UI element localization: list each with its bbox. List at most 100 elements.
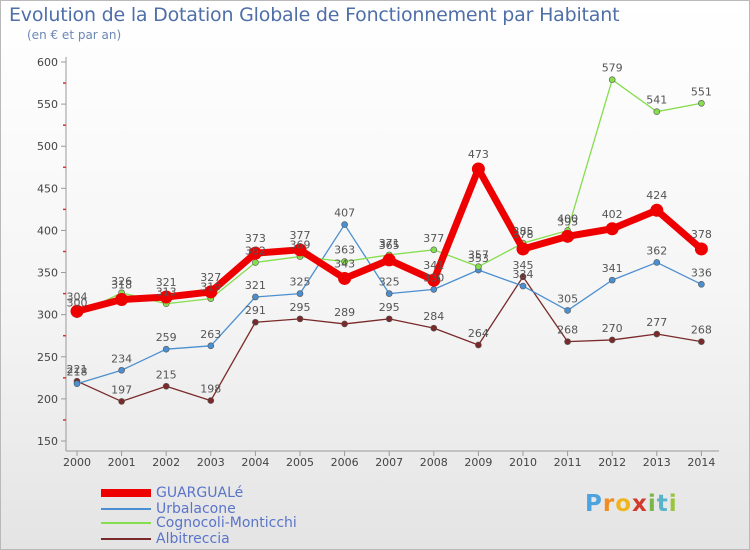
data-label: 289: [334, 306, 355, 319]
legend-entry-urbalacone: Urbalacone: [101, 501, 236, 517]
data-label: 234: [111, 352, 132, 365]
data-point: [162, 382, 170, 390]
legend-swatch: [101, 489, 151, 497]
legend-swatch: [101, 508, 151, 510]
x-tick-label: 2011: [554, 456, 582, 469]
proxiti-logo: Proxiti: [585, 491, 678, 517]
data-label: 378: [513, 228, 534, 241]
logo-letter: i: [647, 491, 657, 517]
y-tick-label: 200: [37, 393, 58, 406]
data-label: 579: [602, 62, 623, 75]
data-label: 343: [334, 257, 355, 270]
data-point: [385, 315, 393, 323]
logo-letter: x: [632, 491, 648, 517]
data-point: [564, 338, 571, 345]
data-point: [252, 293, 259, 301]
x-tick-label: 2010: [509, 456, 537, 469]
data-point: [207, 397, 215, 404]
data-point: [385, 290, 393, 297]
data-label: 334: [513, 268, 534, 281]
data-label: 365: [379, 239, 400, 252]
data-point: [471, 162, 485, 176]
data-label: 197: [111, 383, 132, 396]
data-point: [653, 330, 661, 338]
legend-entry-guarguale: GUARGUALé: [101, 485, 243, 501]
data-point: [252, 318, 259, 326]
data-point: [207, 342, 215, 350]
chart-data-labels: 221 197 215 198 291 295 289 295 284 264 345 268 270 2…: [67, 62, 712, 397]
y-tick-label: 600: [37, 56, 58, 69]
data-label: 473: [468, 148, 489, 161]
data-label: 362: [646, 244, 667, 257]
data-point: [430, 324, 438, 332]
data-label: 215: [156, 368, 177, 381]
data-label: 295: [290, 301, 311, 314]
data-label: 319: [200, 281, 221, 294]
data-point: [159, 290, 173, 304]
data-label: 551: [691, 85, 712, 98]
y-tick-label: 350: [37, 267, 58, 280]
legend-entry-albitreccia: Albitreccia: [101, 531, 230, 547]
data-point: [296, 290, 304, 297]
data-label: 363: [334, 244, 355, 257]
x-tick-label: 2007: [375, 456, 403, 469]
logo-letter: i: [668, 491, 678, 517]
data-point: [115, 293, 129, 307]
x-tick-label: 2008: [420, 456, 448, 469]
data-point: [650, 203, 664, 217]
legend-label: Albitreccia: [156, 531, 230, 547]
data-label: 259: [156, 331, 177, 344]
data-point: [427, 273, 441, 287]
data-label: 336: [691, 266, 712, 279]
data-label: 221: [67, 363, 88, 376]
data-label: 541: [646, 94, 667, 107]
y-tick-label: 150: [37, 435, 58, 448]
data-label: 373: [245, 232, 266, 245]
data-label: 362: [245, 244, 266, 257]
x-tick-label: 2014: [687, 456, 715, 469]
data-label: 277: [646, 316, 667, 329]
chart-series: [70, 76, 708, 405]
data-point: [608, 76, 616, 83]
data-point: [605, 222, 619, 236]
chart-title: Evolution de la Dotation Globale de Fonc…: [9, 4, 620, 26]
y-tick-label: 550: [37, 98, 58, 111]
y-tick-label: 300: [37, 309, 58, 322]
logo-letter: o: [615, 491, 633, 517]
data-point: [118, 366, 125, 374]
data-label: 345: [513, 259, 534, 272]
data-point: [338, 271, 352, 285]
data-label: 304: [67, 290, 88, 303]
data-point: [698, 281, 705, 288]
data-label: 218: [67, 366, 88, 379]
data-label: 407: [334, 207, 355, 220]
data-label: 378: [691, 228, 712, 241]
data-label: 393: [557, 215, 578, 228]
data-label: 400: [557, 212, 578, 225]
logo-letter: P: [585, 491, 603, 517]
data-point: [561, 229, 575, 243]
data-point: [653, 108, 661, 115]
legend-entry-cognocoli-monticchi: Cognocoli-Monticchi: [101, 515, 297, 531]
data-label: 371: [379, 237, 400, 250]
data-point: [430, 286, 438, 293]
data-label: 318: [111, 279, 132, 292]
data-point: [341, 320, 348, 328]
x-tick-label: 2000: [63, 456, 91, 469]
data-label: 263: [200, 328, 221, 341]
data-point: [564, 307, 571, 314]
chart-axes: 150 200 250 300 350 400 450 500 550 600 2000 2001 20…: [37, 56, 719, 469]
data-point: [341, 258, 348, 265]
chart-subtitle: (en € et par an): [27, 28, 122, 42]
data-point: [698, 338, 705, 345]
x-tick-label: 2005: [286, 456, 314, 469]
data-label: 268: [691, 324, 712, 337]
y-tick-label: 400: [37, 224, 58, 237]
y-tick-label: 450: [37, 182, 58, 195]
data-label: 300: [67, 297, 88, 310]
data-label: 270: [602, 322, 623, 335]
data-label: 305: [557, 292, 578, 305]
data-label: 326: [111, 275, 132, 288]
x-tick-label: 2002: [152, 456, 180, 469]
